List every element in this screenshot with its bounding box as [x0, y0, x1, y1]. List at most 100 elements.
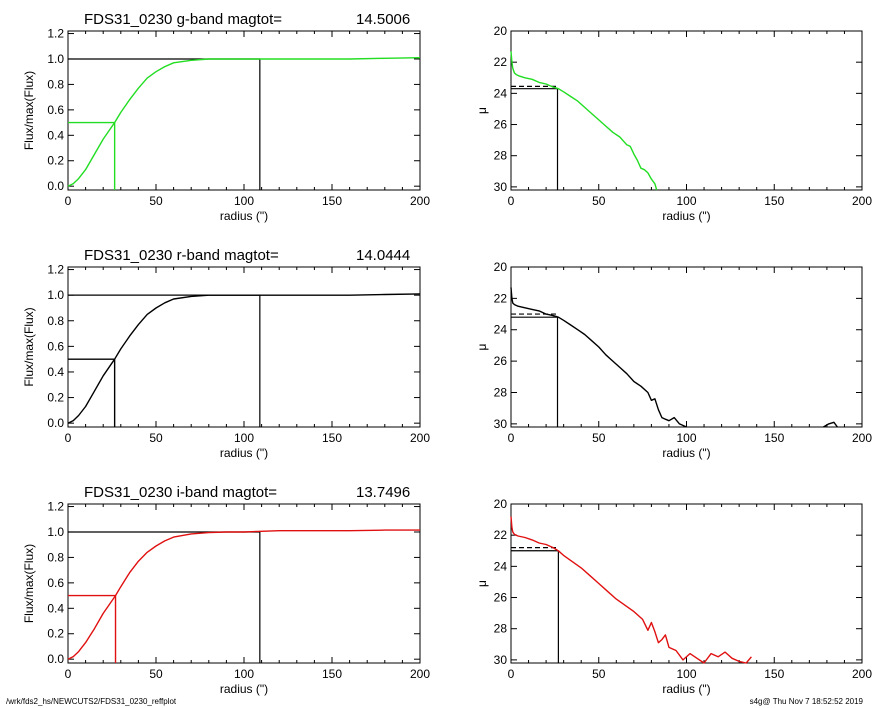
g-profile-xtick-label: 200 [852, 194, 872, 208]
g-growth-curve [67, 57, 421, 187]
r-growth-ytick-label: 1.2 [47, 263, 64, 277]
r-profile-ytick-label: 20 [494, 260, 508, 274]
r-growth-xtick-label: 150 [322, 431, 342, 445]
r-profile-ytick-label: 24 [494, 323, 508, 337]
i-profile-xlabel: radius (") [662, 682, 710, 696]
r-profile-xtick-label: 0 [508, 431, 515, 445]
i-growth-ylabel: Flux/max(Flux) [22, 544, 36, 623]
g-growth-axes-frame [67, 30, 421, 191]
r-growth-ytick-label: 0.0 [47, 416, 64, 430]
i-profile-xtick-label: 150 [764, 667, 784, 681]
g-profile-xtick-label: 50 [592, 194, 606, 208]
r-growth-xtick-label: 0 [65, 431, 72, 445]
i-growth-xtick-label: 50 [149, 667, 163, 681]
i-growth-xtick-label: 100 [234, 667, 254, 681]
r-growth-curve [67, 293, 421, 424]
i-growth-ytick-label: 1.2 [47, 500, 64, 514]
r-profile-xtick-label: 150 [764, 431, 784, 445]
g-profile-ytick-label: 24 [494, 86, 508, 100]
i-growth-xlabel: radius (") [220, 682, 268, 696]
g-growth-title: FDS31_0230 g-band magtot= [84, 11, 282, 28]
i-profile-ytick-label: 22 [494, 528, 508, 542]
g-growth-ytick-label: 0.2 [47, 154, 64, 168]
g-growth-xtick-label: 100 [234, 194, 254, 208]
r-profile-curve-outer [823, 421, 838, 428]
g-profile-xtick-label: 0 [508, 194, 515, 208]
g-growth-ytick-label: 1.0 [47, 52, 64, 66]
g-profile-curve [510, 51, 658, 191]
r-profile-xtick-label: 100 [676, 431, 696, 445]
g-profile-ytick-label: 22 [494, 55, 508, 69]
i-profile-axes-frame [510, 503, 863, 664]
i-growth-ytick-label: 0.4 [47, 601, 64, 615]
r-growth-ytick-label: 0.6 [47, 339, 64, 353]
g-growth-ytick-label: 0.6 [47, 103, 64, 117]
r-growth-xtick-label: 100 [234, 431, 254, 445]
i-profile-xtick-label: 50 [592, 667, 606, 681]
footer-stamp: s4g@ Thu Nov 7 18:52:52 2019 [749, 697, 863, 706]
i-profile-xtick-label: 100 [676, 667, 696, 681]
i-growth-ytick-label: 1.0 [47, 525, 64, 539]
r-profile-ytick-label: 26 [494, 354, 508, 368]
g-growth-ytick-label: 0.4 [47, 128, 64, 142]
r-growth-ytick-label: 0.4 [47, 365, 64, 379]
r-profile-ytick-label: 28 [494, 385, 508, 399]
r-growth-ytick-label: 1.0 [47, 288, 64, 302]
r-growth-title-value: 14.0444 [356, 247, 410, 264]
g-profile-axes-frame [510, 30, 863, 191]
g-profile-ytick-label: 26 [494, 118, 508, 132]
r-profile-ytick-label: 22 [494, 291, 508, 305]
i-profile-ytick-label: 30 [494, 653, 508, 667]
g-growth-ytick-label: 1.2 [47, 27, 64, 41]
r-profile-xlabel: radius (") [662, 446, 710, 460]
g-growth-xtick-label: 200 [410, 194, 430, 208]
i-growth-xtick-label: 200 [410, 667, 430, 681]
g-growth-ytick-label: 0.8 [47, 77, 64, 91]
r-growth-ytick-label: 0.8 [47, 314, 64, 328]
r-growth-xlabel: radius (") [220, 446, 268, 460]
r-growth-ylabel: Flux/max(Flux) [22, 307, 36, 386]
r-growth-axes-frame [67, 266, 421, 428]
footer-path: /wrk/fds2_hs/NEWCUTS2/FDS31_0230_reffplo… [6, 697, 177, 706]
g-profile-ylabel: μ [475, 107, 489, 114]
i-profile-curve [510, 516, 752, 664]
g-growth-xlabel: radius (") [220, 209, 268, 223]
r-profile-ytick-label: 30 [494, 417, 508, 431]
i-profile-ytick-label: 20 [494, 497, 508, 511]
i-growth-xtick-label: 150 [322, 667, 342, 681]
r-profile-xtick-label: 50 [592, 431, 606, 445]
i-growth-ytick-label: 0.2 [47, 627, 64, 641]
i-growth-title: FDS31_0230 i-band magtot= [84, 484, 277, 501]
i-profile-ytick-label: 28 [494, 622, 508, 636]
i-growth-curve [67, 529, 420, 660]
i-growth-xtick-label: 0 [65, 667, 72, 681]
g-growth-xtick-label: 50 [149, 194, 163, 208]
r-profile-curve [510, 287, 687, 428]
g-profile-ytick-label: 20 [494, 24, 508, 38]
r-growth-title: FDS31_0230 r-band magtot= [84, 247, 279, 264]
r-profile-axes-frame [510, 266, 863, 428]
i-growth-ytick-label: 0.0 [47, 652, 64, 666]
i-growth-axes-frame [67, 503, 421, 664]
g-profile-xtick-label: 100 [676, 194, 696, 208]
i-growth-ytick-label: 0.6 [47, 576, 64, 590]
i-growth-title-value: 13.7496 [356, 484, 410, 501]
i-profile-xtick-label: 200 [852, 667, 872, 681]
i-profile-ytick-label: 26 [494, 591, 508, 605]
g-profile-xlabel: radius (") [662, 209, 710, 223]
r-profile-ylabel: μ [475, 343, 489, 350]
g-profile-ytick-label: 30 [494, 180, 508, 194]
i-growth-ytick-label: 0.8 [47, 550, 64, 564]
g-growth-ylabel: Flux/max(Flux) [22, 71, 36, 150]
g-profile-ytick-label: 28 [494, 149, 508, 163]
g-profile-xtick-label: 150 [764, 194, 784, 208]
g-growth-ytick-label: 0.0 [47, 179, 64, 193]
i-profile-ylabel: μ [475, 580, 489, 587]
g-growth-xtick-label: 0 [65, 194, 72, 208]
g-growth-title-value: 14.5006 [356, 11, 410, 28]
i-profile-xtick-label: 0 [508, 667, 515, 681]
g-growth-xtick-label: 150 [322, 194, 342, 208]
i-profile-ytick-label: 24 [494, 559, 508, 573]
r-growth-xtick-label: 200 [410, 431, 430, 445]
